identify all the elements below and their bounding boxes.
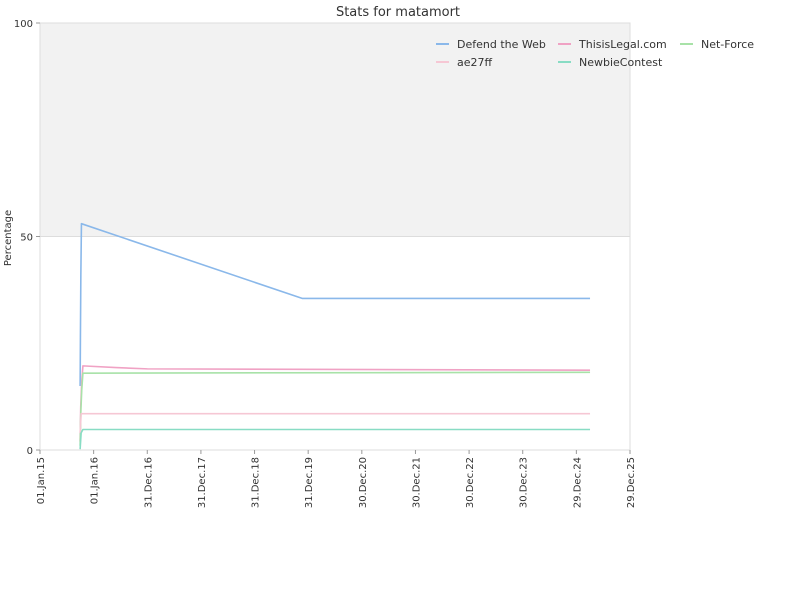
x-tick-label: 29.Dec.24: [572, 457, 583, 508]
x-tick-label: 30.Dec.22: [465, 457, 476, 508]
x-tick-label: 30.Dec.21: [411, 457, 422, 508]
x-tick-label: 30.Dec.23: [519, 457, 530, 508]
x-axis-ticks: 01.Jan.15 01.Jan.16 31.Dec.16 31.Dec.17 31.D…: [36, 450, 637, 508]
series-layer: [79, 222, 591, 450]
y-tick-label: 50: [20, 233, 33, 244]
y-axis-ticks: 0 50 100: [14, 19, 40, 457]
legend-label: Defend the Web: [457, 38, 546, 51]
x-tick-label: 31.Dec.16: [143, 457, 154, 508]
x-tick-label: 31.Dec.18: [251, 457, 262, 508]
x-tick-label: 31.Dec.19: [304, 457, 315, 508]
series-line-newbiecontest: [79, 428, 591, 450]
upper-shaded-band: [40, 23, 630, 237]
y-tick-label: 0: [27, 446, 33, 457]
legend-label: NewbieContest: [579, 56, 663, 69]
x-tick-label: 31.Dec.17: [197, 457, 208, 508]
x-tick-label: 29.Dec.25: [626, 457, 637, 508]
x-tick-label: 01.Jan.16: [90, 457, 101, 504]
x-tick-label: 01.Jan.15: [36, 457, 47, 504]
legend-label: ThisisLegal.com: [578, 38, 667, 51]
series-line-defend-the-web: [79, 222, 591, 386]
legend-label: ae27ff: [457, 56, 493, 69]
chart-title: Stats for matamort: [336, 5, 460, 20]
x-tick-label: 30.Dec.20: [358, 457, 369, 508]
legend: Defend the Web ThisisLegal.com Net-Force ae…: [436, 38, 754, 69]
legend-label: Net-Force: [701, 38, 754, 51]
series-line-ae27ff: [79, 412, 591, 433]
y-axis-label: Percentage: [3, 210, 14, 266]
y-tick-label: 100: [14, 19, 33, 30]
